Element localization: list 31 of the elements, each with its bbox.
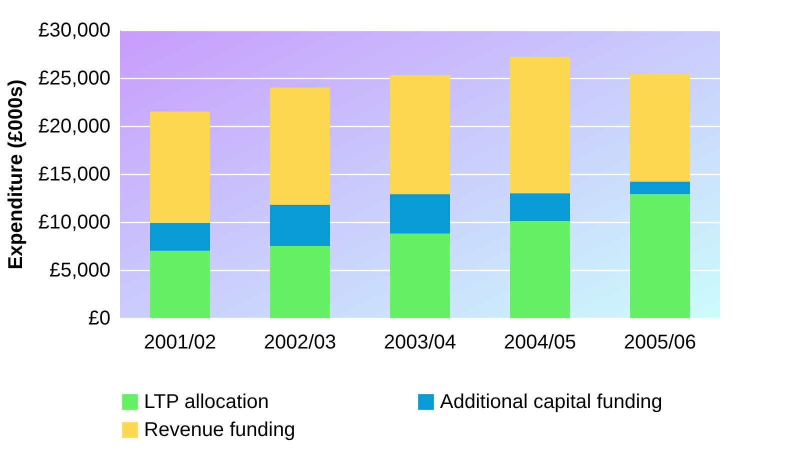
bar [150, 222, 210, 251]
bar [630, 74, 690, 182]
bar [390, 194, 450, 234]
y-tick-label: £25,000 [38, 68, 110, 90]
legend-label: Revenue funding [144, 419, 296, 441]
y-tick-label: £30,000 [38, 20, 110, 42]
x-tick-label: 2005/06 [624, 332, 696, 354]
legend-label: Additional capital funding [440, 391, 662, 413]
y-tick-label: £0 [88, 308, 110, 330]
x-tick-label: 2004/05 [504, 332, 576, 354]
bar [390, 234, 450, 318]
y-axis-title: Expenditure (£000s) [5, 79, 28, 270]
x-tick-label: 2003/04 [384, 332, 456, 354]
y-tick-label: £15,000 [38, 164, 110, 186]
bar [630, 194, 690, 318]
bar [150, 112, 210, 223]
bar [630, 182, 690, 194]
bar [270, 246, 330, 318]
y-tick-label: £5,000 [49, 260, 110, 282]
bar [510, 193, 570, 222]
x-tick-label: 2002/03 [264, 332, 336, 354]
bar [510, 221, 570, 318]
bar [150, 250, 210, 318]
y-tick-label: £20,000 [38, 116, 110, 138]
x-tick-label: 2001/02 [144, 332, 216, 354]
bar [390, 75, 450, 194]
bar [510, 56, 570, 194]
bar [270, 88, 330, 205]
y-tick-label: £10,000 [38, 212, 110, 234]
legend-label: LTP allocation [144, 391, 269, 413]
bar [270, 204, 330, 246]
